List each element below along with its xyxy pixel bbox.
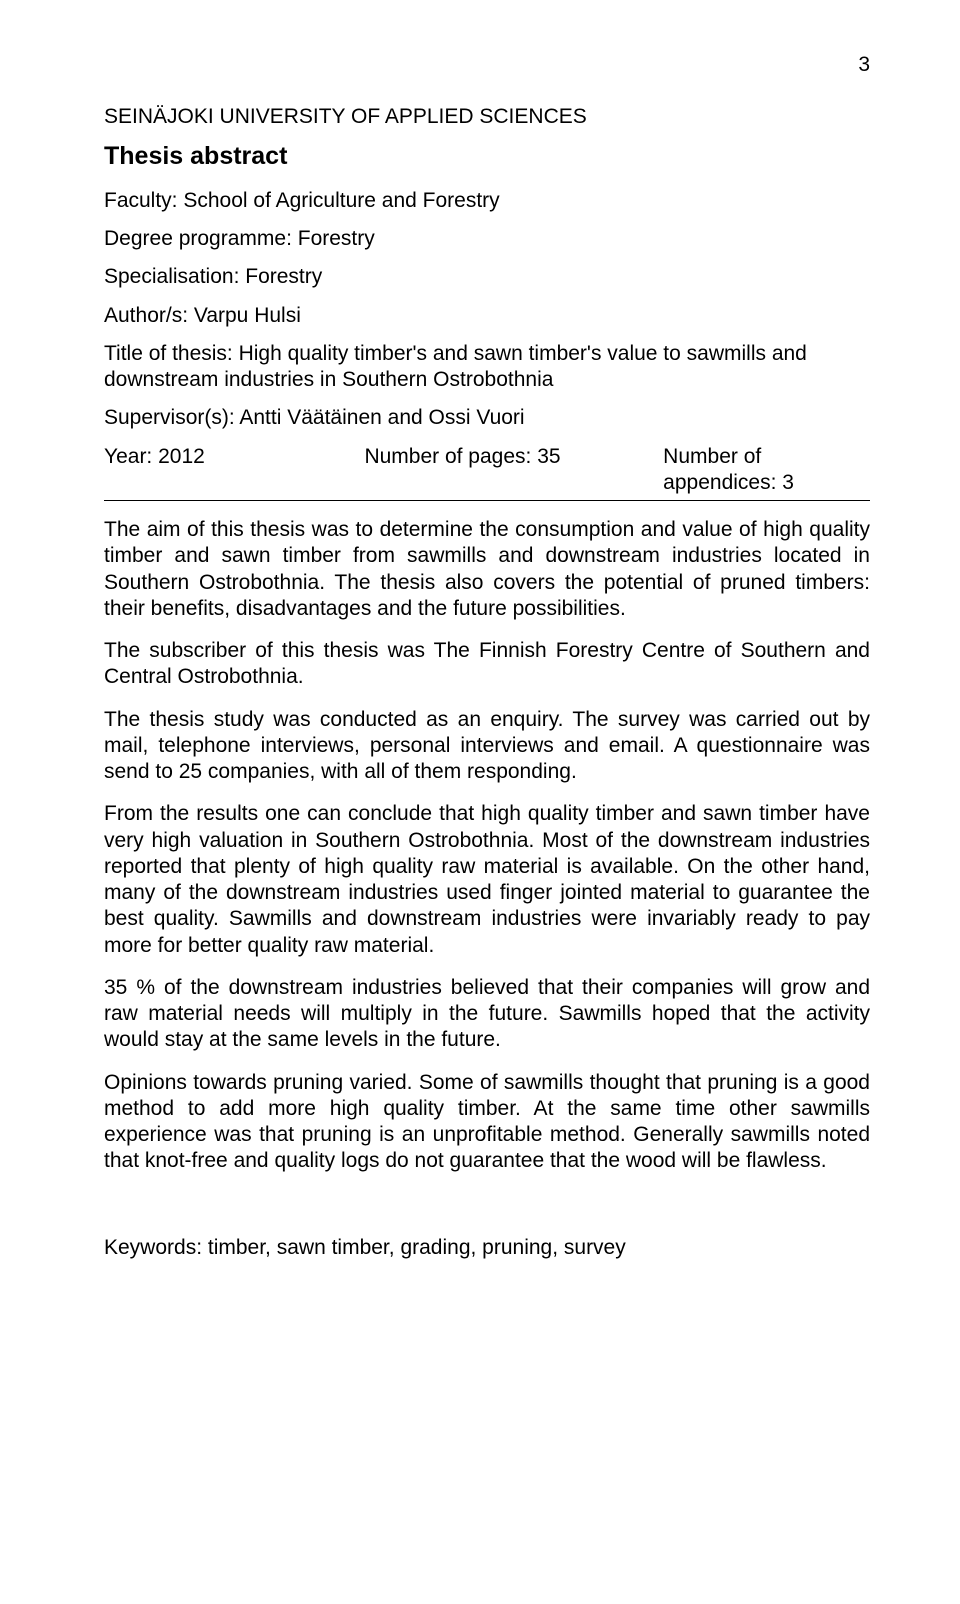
degree-programme-field: Degree programme: Forestry [104, 226, 870, 252]
pages-field: Number of pages: 35 [364, 444, 663, 497]
title-field: Title of thesis: High quality timber's a… [104, 341, 870, 394]
meta-row: Year: 2012 Number of pages: 35 Number of… [104, 444, 870, 502]
abstract-paragraph: The subscriber of this thesis was The Fi… [104, 638, 870, 691]
abstract-paragraph: The aim of this thesis was to determine … [104, 517, 870, 622]
page-number: 3 [104, 52, 870, 78]
faculty-field: Faculty: School of Agriculture and Fores… [104, 188, 870, 214]
abstract-paragraph: The thesis study was conducted as an enq… [104, 707, 870, 786]
authors-field: Author/s: Varpu Hulsi [104, 303, 870, 329]
institution-line: SEINÄJOKI UNIVERSITY OF APPLIED SCIENCES [104, 104, 870, 130]
appendices-field: Number of appendices: 3 [663, 444, 870, 497]
abstract-paragraph: Opinions towards pruning varied. Some of… [104, 1070, 870, 1175]
year-field: Year: 2012 [104, 444, 364, 497]
abstract-heading: Thesis abstract [104, 141, 870, 172]
abstract-paragraph: 35 % of the downstream industries believ… [104, 975, 870, 1054]
abstract-paragraph: From the results one can conclude that h… [104, 801, 870, 959]
specialisation-field: Specialisation: Forestry [104, 264, 870, 290]
keywords-line: Keywords: timber, sawn timber, grading, … [104, 1235, 870, 1261]
supervisors-field: Supervisor(s): Antti Väätäinen and Ossi … [104, 405, 870, 431]
